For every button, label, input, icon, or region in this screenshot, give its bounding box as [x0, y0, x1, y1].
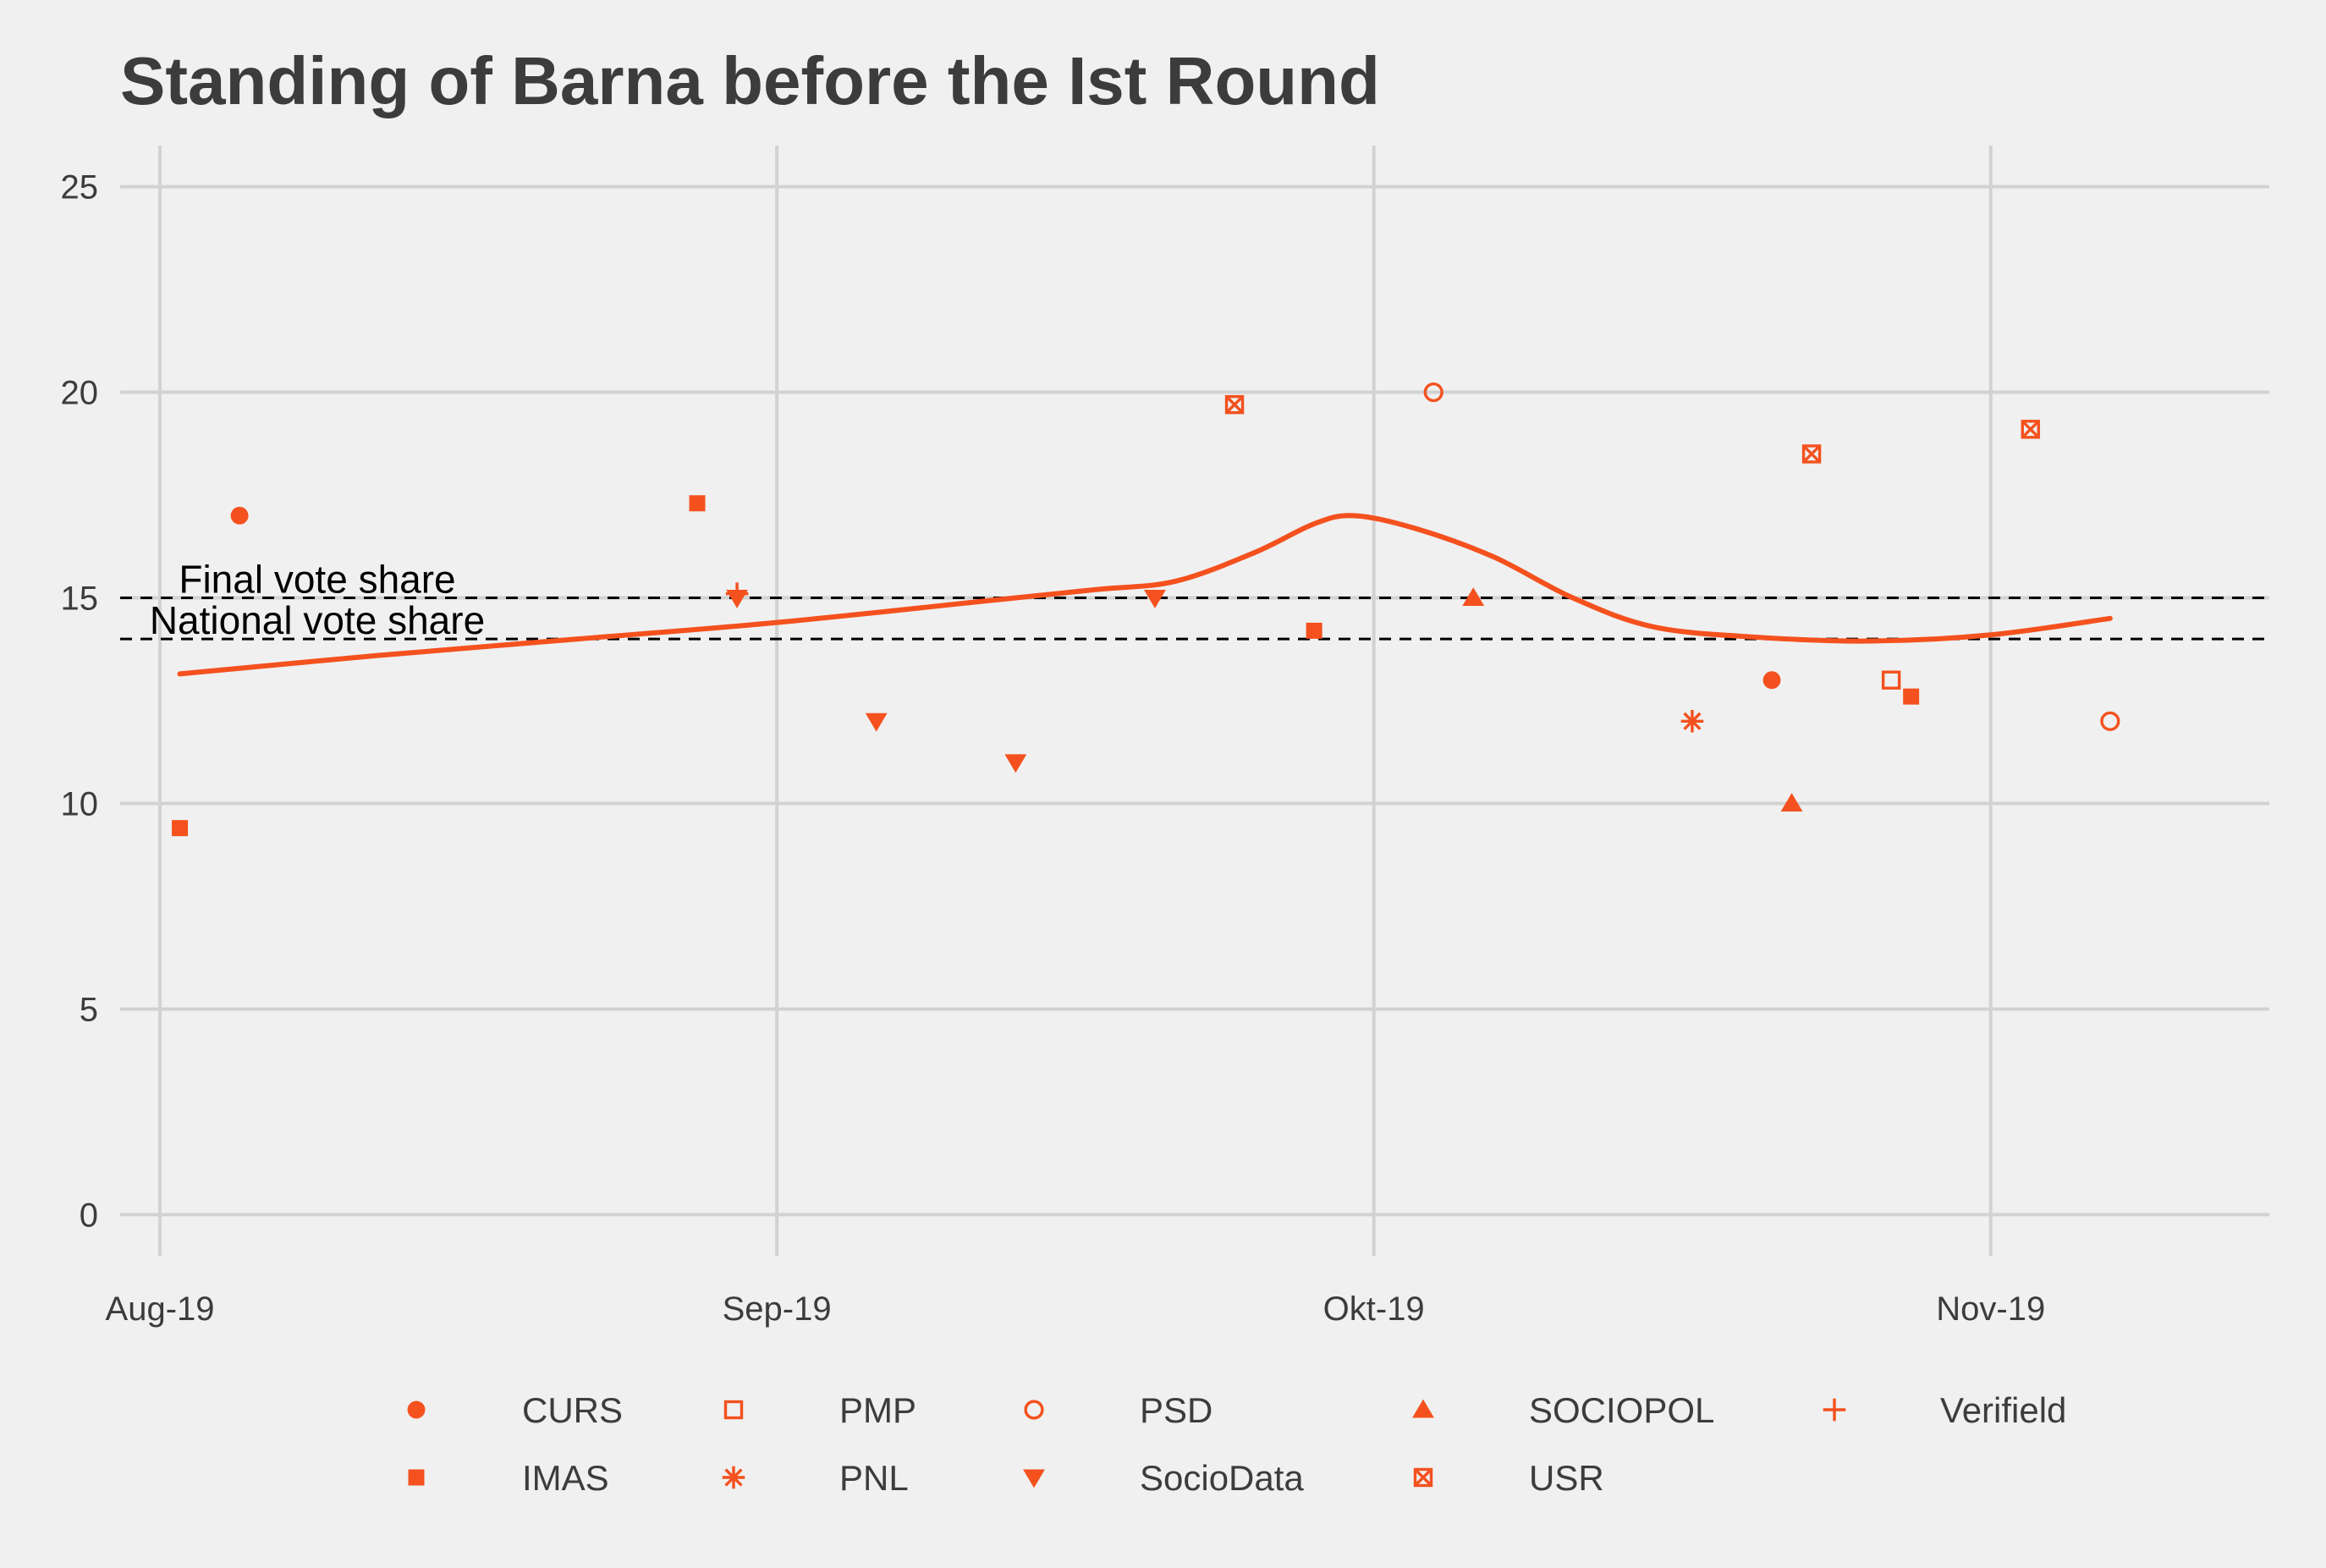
marker-shape	[1023, 1469, 1045, 1488]
legend-label: SocioData	[1140, 1458, 1304, 1498]
legend-label: Verifield	[1940, 1390, 2066, 1430]
legend-symbol	[1412, 1399, 1434, 1418]
legend-symbol	[722, 1466, 745, 1489]
marker-shape	[1881, 670, 1901, 690]
legend-item-sociodata: SocioData	[1023, 1458, 1304, 1498]
point-imas	[1306, 622, 1322, 639]
point-psd	[2100, 711, 2120, 731]
reference-line-label: Final vote share	[179, 558, 455, 602]
point-usr	[1801, 444, 1822, 464]
marker-shape	[407, 1400, 426, 1419]
point-sociodata	[1004, 754, 1027, 773]
x-tick-label: Okt-19	[1323, 1290, 1425, 1328]
marker-shape	[1780, 793, 1803, 812]
marker-shape	[1683, 712, 1702, 730]
legend-item-curs: CURS	[407, 1390, 623, 1430]
marker-shape	[1462, 587, 1485, 607]
point-curs	[230, 506, 249, 525]
legend-item-usr: USR	[1413, 1458, 1604, 1498]
point-sociopol	[1462, 587, 1485, 607]
legend-item-verifield: Verifield	[1823, 1390, 2066, 1430]
marker-shape	[1762, 671, 1781, 690]
marker-shape	[2021, 420, 2040, 439]
y-tick-label: 10	[61, 785, 99, 823]
legend-label: PMP	[839, 1390, 916, 1430]
y-tick-label: 25	[61, 169, 99, 206]
legend-item-pnl: PNL	[722, 1458, 909, 1498]
gridlines	[120, 146, 2269, 1256]
point-sociodata	[865, 712, 888, 732]
point-verifield	[725, 582, 749, 605]
legend-symbol	[407, 1400, 426, 1419]
trend-line	[177, 513, 2113, 677]
marker-shape	[1144, 590, 1166, 608]
marker-shape	[230, 506, 249, 525]
marker-shape	[1423, 382, 1443, 403]
data-points	[172, 382, 2120, 837]
marker-shape	[1414, 1468, 1432, 1487]
legend: CURS PMP PSD SOCIOPOL Verifield IMAS PNL SocioD…	[407, 1390, 2066, 1498]
legend-item-pmp: PMP	[723, 1390, 916, 1430]
marker-shape	[408, 1469, 425, 1486]
legend-symbol	[408, 1469, 425, 1486]
marker-shape	[1413, 1467, 1433, 1488]
y-tick-label: 0	[80, 1197, 98, 1234]
marker-shape	[1224, 394, 1245, 415]
marker-shape	[689, 495, 706, 512]
marker-shape	[2021, 420, 2040, 438]
y-tick-label: 15	[61, 580, 99, 618]
x-tick-label: Aug-19	[106, 1290, 215, 1328]
point-imas	[1903, 688, 1920, 705]
x-tick-label: Sep-19	[723, 1290, 832, 1328]
point-pmp	[1881, 670, 1901, 690]
marker-shape	[1802, 444, 1821, 464]
point-curs	[1762, 671, 1781, 690]
marker-shape	[1412, 1399, 1434, 1418]
marker-shape	[865, 712, 888, 732]
marker-shape	[1306, 622, 1322, 639]
legend-item-psd: PSD	[1024, 1390, 1212, 1430]
y-tick-label: 5	[80, 991, 98, 1028]
marker-shape	[2100, 711, 2120, 731]
marker-shape	[1024, 1400, 1044, 1420]
marker-shape	[1004, 754, 1027, 773]
point-usr	[1224, 394, 1245, 415]
reference-line-label: National vote share	[150, 598, 485, 642]
legend-item-imas: IMAS	[408, 1458, 609, 1498]
legend-label: PNL	[839, 1458, 909, 1498]
legend-symbol	[1024, 1400, 1044, 1420]
legend-label: SOCIOPOL	[1529, 1390, 1714, 1430]
legend-symbol	[1823, 1398, 1846, 1422]
legend-label: IMAS	[522, 1458, 609, 1498]
legend-symbol	[1023, 1469, 1045, 1488]
legend-symbol	[1413, 1467, 1433, 1488]
legend-label: USR	[1529, 1458, 1604, 1498]
x-tick-label: Nov-19	[1936, 1290, 2045, 1328]
point-sociodata	[1144, 590, 1166, 608]
point-imas	[172, 820, 189, 837]
point-pnl	[1680, 709, 1704, 733]
point-imas	[689, 495, 706, 512]
legend-item-sociopol: SOCIOPOL	[1412, 1390, 1714, 1430]
legend-label: CURS	[522, 1390, 623, 1430]
marker-shape	[724, 1468, 743, 1487]
legend-symbol	[723, 1400, 744, 1420]
chart-title: Standing of Barna before the Ist Round	[120, 43, 1380, 118]
marker-shape	[1903, 688, 1920, 705]
point-usr	[2021, 420, 2040, 439]
y-tick-label: 20	[61, 375, 99, 412]
marker-shape	[1225, 395, 1244, 414]
marker-shape	[172, 820, 189, 837]
legend-label: PSD	[1140, 1390, 1212, 1430]
marker-shape	[1801, 444, 1822, 464]
point-sociopol	[1780, 793, 1803, 812]
marker-shape	[723, 1400, 744, 1420]
point-psd	[1423, 382, 1443, 403]
